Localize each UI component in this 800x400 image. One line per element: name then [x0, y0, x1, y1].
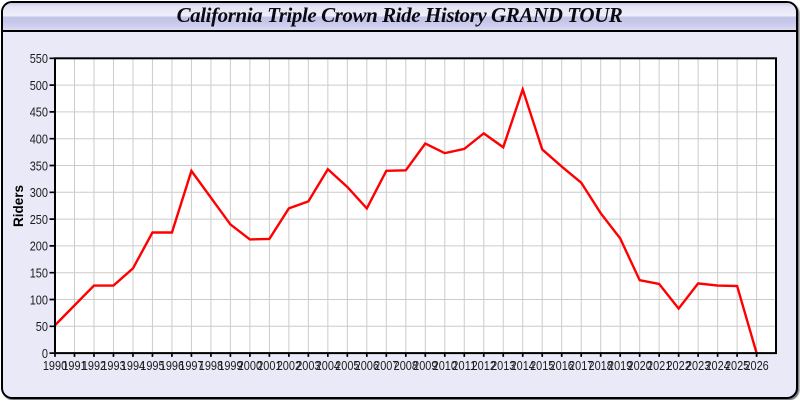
svg-text:550: 550 [30, 51, 48, 66]
svg-text:2002: 2002 [277, 358, 301, 373]
svg-text:2006: 2006 [355, 358, 379, 373]
svg-text:2022: 2022 [666, 358, 690, 373]
svg-text:2009: 2009 [413, 358, 437, 373]
svg-text:2026: 2026 [744, 358, 768, 373]
svg-text:300: 300 [30, 185, 48, 200]
svg-text:1992: 1992 [82, 358, 106, 373]
svg-text:200: 200 [30, 239, 48, 254]
svg-text:1999: 1999 [218, 358, 242, 373]
svg-text:2012: 2012 [472, 358, 496, 373]
svg-text:1991: 1991 [62, 358, 86, 373]
svg-text:2016: 2016 [550, 358, 574, 373]
svg-text:2008: 2008 [394, 358, 418, 373]
svg-text:150: 150 [30, 266, 48, 281]
svg-text:500: 500 [30, 78, 48, 93]
svg-text:1998: 1998 [199, 358, 223, 373]
svg-text:1997: 1997 [179, 358, 203, 373]
svg-text:2010: 2010 [433, 358, 457, 373]
svg-text:50: 50 [36, 319, 48, 334]
svg-text:0: 0 [42, 346, 48, 361]
svg-text:2014: 2014 [511, 358, 535, 373]
svg-text:1990: 1990 [43, 358, 67, 373]
svg-text:2019: 2019 [608, 358, 632, 373]
svg-text:450: 450 [30, 105, 48, 120]
svg-text:350: 350 [30, 158, 48, 173]
svg-text:2007: 2007 [374, 358, 398, 373]
svg-text:1993: 1993 [101, 358, 125, 373]
svg-text:2021: 2021 [647, 358, 671, 373]
svg-text:2024: 2024 [705, 358, 729, 373]
svg-text:Riders: Riders [11, 185, 26, 227]
svg-text:2025: 2025 [725, 358, 749, 373]
svg-text:1996: 1996 [160, 358, 184, 373]
svg-text:2018: 2018 [589, 358, 613, 373]
svg-text:1994: 1994 [121, 358, 145, 373]
svg-text:2005: 2005 [335, 358, 359, 373]
svg-text:2015: 2015 [530, 358, 554, 373]
svg-text:400: 400 [30, 132, 48, 147]
svg-text:1995: 1995 [140, 358, 164, 373]
svg-text:2020: 2020 [628, 358, 652, 373]
svg-text:2000: 2000 [238, 358, 262, 373]
svg-text:2017: 2017 [569, 358, 593, 373]
svg-text:250: 250 [30, 212, 48, 227]
svg-text:2013: 2013 [491, 358, 515, 373]
svg-text:2011: 2011 [452, 358, 476, 373]
svg-text:2004: 2004 [316, 358, 340, 373]
svg-text:2023: 2023 [686, 358, 710, 373]
svg-text:2001: 2001 [257, 358, 281, 373]
svg-text:100: 100 [30, 292, 48, 307]
svg-text:2003: 2003 [296, 358, 320, 373]
